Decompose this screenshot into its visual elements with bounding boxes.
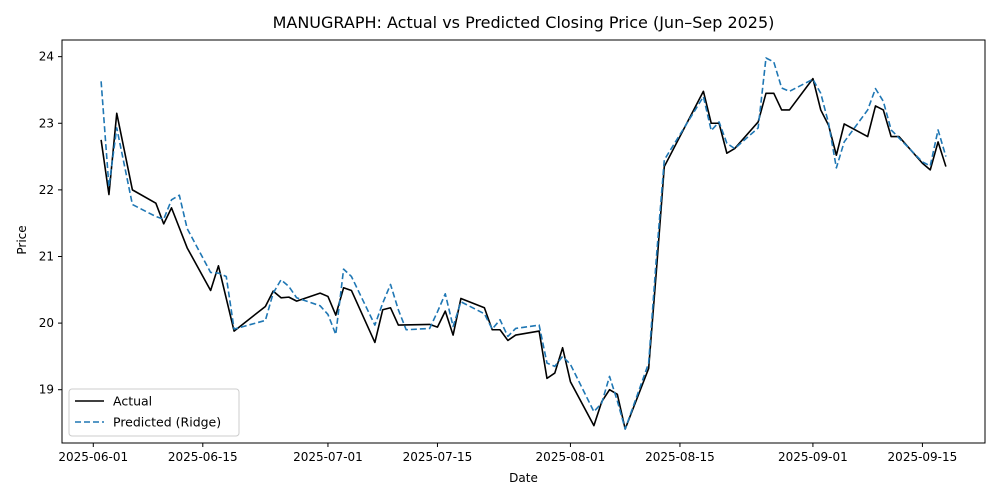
x-tick-label: 2025-07-01 bbox=[293, 450, 363, 464]
y-tick-label: 21 bbox=[39, 249, 54, 263]
x-tick-label: 2025-06-01 bbox=[58, 450, 128, 464]
plot-area: 2025-06-01 2025-06-15 2025-07-01 2025-07-15… bbox=[39, 39, 986, 464]
plot-frame bbox=[61, 39, 986, 444]
x-tick-label: 2025-08-15 bbox=[645, 450, 715, 464]
y-tick-label: 20 bbox=[39, 316, 54, 330]
legend-box bbox=[68, 388, 240, 437]
y-tick-label: 24 bbox=[39, 50, 54, 64]
x-tick-label: 2025-07-15 bbox=[403, 450, 473, 464]
x-axis-title: Date bbox=[509, 471, 538, 485]
legend-label-1: Predicted (Ridge) bbox=[113, 415, 221, 430]
chart-legend: Actual Predicted (Ridge) bbox=[68, 388, 240, 437]
x-tick-label: 2025-08-01 bbox=[536, 450, 606, 464]
legend-label-0: Actual bbox=[113, 394, 152, 409]
series-line-0 bbox=[100, 77, 947, 430]
x-tick-label: 2025-09-15 bbox=[888, 450, 958, 464]
y-tick-label: 23 bbox=[39, 116, 54, 130]
x-tick-label: 2025-06-15 bbox=[168, 450, 238, 464]
series-line-1 bbox=[100, 57, 947, 430]
x-tick-label: 2025-09-01 bbox=[778, 450, 848, 464]
y-axis-title: Price bbox=[15, 225, 29, 254]
y-tick-label: 19 bbox=[39, 383, 54, 397]
chart-title: MANUGRAPH: Actual vs Predicted Closing P… bbox=[273, 13, 775, 32]
y-tick-label: 22 bbox=[39, 183, 54, 197]
